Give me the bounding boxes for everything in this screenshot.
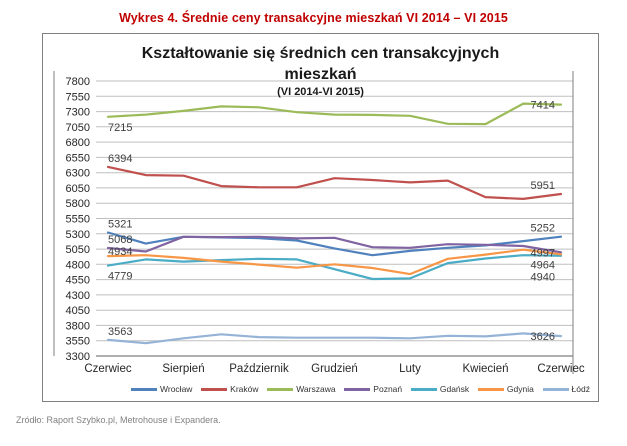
legend-swatch-warszawa [267,387,294,391]
y-axis-tick-label: 5800 [66,198,90,210]
legend-label-gdansk: Gdańsk [439,384,470,394]
point-label: 4940 [531,271,555,283]
series-line-lodz [106,332,563,345]
series-line-poznan [106,235,563,254]
source-note: Zródło: Raport Szybko.pl, Metrohouse i E… [16,415,221,425]
point-label: 4997 [531,247,555,259]
point-label: 4964 [531,259,555,271]
legend-swatch-wroclaw [131,387,157,391]
y-axis-tick-label: 7300 [66,107,90,119]
point-label: 7414 [531,100,555,112]
x-axis-label: Sierpień [162,363,204,375]
chart-container: 7800 7550 7300 7050 6800 6550 6300 6050 5800 5550… [42,33,599,402]
y-axis-tick-label: 5300 [66,229,90,241]
point-label: 4934 [108,246,132,258]
y-axis-tick-label: 3550 [66,336,90,348]
legend-item-warszawa: Warszawa [267,384,336,394]
legend-swatch-poznan [344,387,371,391]
y-axis-tick-label: 5050 [66,244,90,256]
series-line-wroclaw [106,231,563,257]
legend-swatch-lodz [542,387,569,391]
chart-legend: Wrocław Kraków Warszawa Poznań Gdańsk Gdynia Ł… [131,384,590,394]
point-label: 5068 [108,234,132,246]
y-axis-tick-label: 6800 [66,137,90,149]
legend-swatch-gdynia [477,387,504,391]
legend-label-warszawa: Warszawa [296,384,336,394]
series-line-krakow [106,165,563,200]
y-axis-tick-label: 3300 [66,351,90,363]
point-label: 5252 [531,223,555,235]
x-axis-label: Październik [229,363,289,375]
legend-swatch-gdansk [410,387,437,391]
legend-label-gdynia: Gdynia [506,384,534,394]
y-axis-tick-label: 4050 [66,305,90,317]
y-axis-tick-label: 4800 [66,259,90,271]
legend-item-lodz: Łódź [542,384,590,394]
y-axis-tick-label: 4300 [66,290,90,302]
y-axis-tick-label: 5550 [66,214,90,226]
point-label: 7215 [108,122,132,134]
x-axis-label: Grudzień [311,363,358,375]
series-line-gdynia [106,248,563,276]
chart-plot: 7800 7550 7300 7050 6800 6550 6300 6050 5800 5550… [43,34,598,401]
point-label: 4779 [108,271,132,283]
point-label: 3563 [108,326,132,338]
x-axis-label: Czerwiec [537,363,585,375]
point-label: 5321 [108,219,132,231]
y-axis-tick-label: 6300 [66,168,90,180]
x-axis-label: Luty [399,363,421,375]
series-line-warszawa [106,102,563,126]
y-axis-tick-label: 6550 [66,152,90,164]
point-label: 5951 [531,180,555,192]
y-axis-tick-label: 6050 [66,183,90,195]
point-label: 3626 [531,331,555,343]
y-axis-tick-label: 7550 [66,91,90,103]
chart-title: Kształtowanie się średnich cen transakcy… [141,45,500,84]
y-axis-tick-label: 7050 [66,122,90,134]
y-axis-tick-label: 3800 [66,320,90,332]
y-axis-tick-label: 7800 [66,76,90,88]
legend-item-poznan: Poznań [344,384,402,394]
legend-item-gdansk: Gdańsk [410,384,470,394]
x-axis-label: Czerwiec [84,363,132,375]
legend-item-krakow: Kraków [201,384,259,394]
chart-subtitle: (VI 2014-VI 2015) [277,86,364,99]
legend-item-wroclaw: Wrocław [131,384,192,394]
legend-label-krakow: Kraków [230,384,259,394]
legend-label-wroclaw: Wrocław [160,384,193,394]
legend-label-poznan: Poznań [373,384,403,394]
legend-label-lodz: Łódź [571,384,590,394]
series-line-gdansk [106,254,563,281]
chart-svg: 7800 7550 7300 7050 6800 6550 6300 6050 5800 5550… [53,71,585,375]
page-title: Wykres 4. Średnie ceny transakcyjne mies… [119,11,508,25]
legend-item-gdynia: Gdynia [477,384,534,394]
y-axis-tick-label: 4550 [66,275,90,287]
point-label: 6394 [108,153,132,165]
x-axis-label: Kwiecień [462,363,508,375]
legend-swatch-krakow [201,387,228,391]
